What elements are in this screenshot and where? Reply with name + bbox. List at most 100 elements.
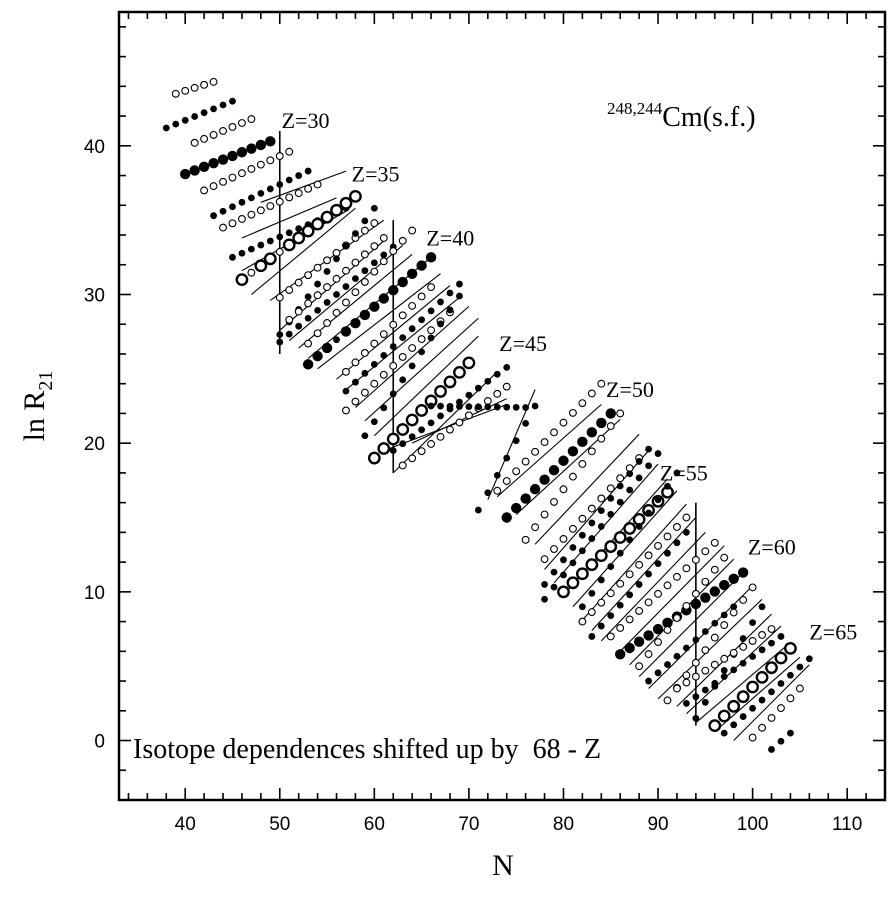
data-point-open: [578, 460, 587, 468]
data-points: [162, 77, 813, 753]
data-point-filled: [512, 403, 520, 411]
data-point-filled: [607, 612, 615, 620]
data-point-open: [720, 621, 729, 630]
data-point-open: [389, 361, 398, 370]
data-point-open: [682, 564, 691, 573]
data-point-filled: [739, 635, 747, 642]
data-point-open: [691, 589, 700, 598]
data-point-filled: [427, 334, 435, 342]
data-point-open: [313, 291, 322, 300]
data-point-filled: [787, 729, 794, 737]
data-point-open: [568, 408, 577, 417]
data-point-open: [398, 311, 407, 320]
data-point-filled: [312, 350, 323, 362]
data-point-filled: [673, 469, 681, 477]
data-point-filled: [550, 583, 558, 591]
data-point-filled: [522, 419, 530, 427]
fit-line: [733, 664, 810, 741]
data-point-open: [673, 523, 681, 531]
fit-line: [695, 641, 791, 724]
data-point-filled: [586, 427, 598, 438]
data-point-open: [594, 549, 608, 563]
data-point-filled: [427, 307, 435, 315]
data-point-filled: [456, 403, 463, 410]
data-point-filled: [588, 633, 596, 640]
data-point-open: [550, 497, 558, 506]
data-point-open: [540, 438, 549, 447]
data-point-open: [247, 210, 256, 219]
data-point-filled: [314, 280, 321, 288]
data-point-open: [540, 510, 549, 519]
data-point-filled: [578, 603, 586, 611]
fit-line: [496, 404, 602, 498]
data-point-filled: [229, 97, 236, 105]
fit-line: [317, 273, 441, 370]
x-tick-label: 60: [364, 814, 385, 835]
data-point-filled: [427, 402, 435, 410]
data-point-filled: [229, 203, 236, 211]
data-point-open: [379, 330, 388, 339]
data-point-filled: [588, 535, 596, 542]
data-point-filled: [664, 482, 671, 490]
data-point-open: [625, 615, 634, 624]
data-point-filled: [361, 369, 369, 377]
data-point-filled: [352, 230, 359, 237]
data-point-filled: [304, 314, 312, 322]
data-point-open: [389, 320, 398, 329]
data-point-filled: [456, 280, 463, 288]
data-point-filled: [276, 331, 284, 339]
data-point-filled: [768, 688, 775, 696]
data-point-open: [256, 160, 265, 169]
data-point-open: [502, 382, 511, 391]
data-point-open: [691, 672, 700, 681]
data-point-filled: [378, 293, 389, 304]
data-point-filled: [510, 502, 522, 514]
data-point-filled: [456, 292, 463, 300]
x-axis-title: N: [492, 849, 514, 882]
data-point-filled: [683, 528, 690, 536]
data-point-open: [342, 298, 350, 307]
data-point-open: [559, 534, 568, 543]
data-point-open: [531, 523, 540, 532]
data-point-open: [247, 268, 256, 277]
data-point-filled: [208, 157, 219, 169]
data-point-open: [285, 286, 294, 294]
data-point-filled: [369, 301, 380, 312]
data-point-open: [370, 379, 379, 388]
data-point-filled: [255, 139, 267, 151]
data-point-filled: [597, 622, 605, 630]
data-point-open: [729, 648, 738, 657]
data-point-filled: [323, 299, 331, 306]
y-axis-title-main: ln R: [18, 391, 51, 442]
data-point-filled: [777, 737, 785, 745]
data-point-filled: [739, 713, 747, 720]
data-point-filled: [333, 336, 340, 344]
data-point-open: [292, 231, 306, 245]
data-point-open: [566, 576, 580, 590]
data-point-filled: [276, 233, 284, 241]
data-point-open: [304, 184, 313, 193]
data-point-filled: [501, 512, 512, 523]
z-label: Z=65: [809, 619, 857, 644]
data-point-open: [228, 219, 237, 228]
data-point-filled: [266, 237, 274, 245]
data-point-filled: [654, 450, 662, 457]
data-point-open: [332, 274, 341, 283]
data-point-filled: [550, 568, 558, 576]
data-point-filled: [247, 245, 255, 253]
data-point-open: [360, 349, 369, 357]
data-point-open: [663, 581, 672, 590]
data-point-open: [398, 236, 407, 245]
data-point-open: [228, 123, 237, 131]
data-point-filled: [388, 285, 399, 296]
data-point-open: [285, 315, 294, 324]
data-point-open: [493, 486, 502, 495]
data-point-filled: [236, 147, 248, 158]
data-point-open: [275, 247, 284, 256]
data-point-open: [587, 389, 596, 398]
data-point-open: [727, 699, 741, 713]
data-point-filled: [437, 298, 444, 306]
fit-line: [657, 598, 763, 700]
data-point-open: [604, 540, 618, 553]
